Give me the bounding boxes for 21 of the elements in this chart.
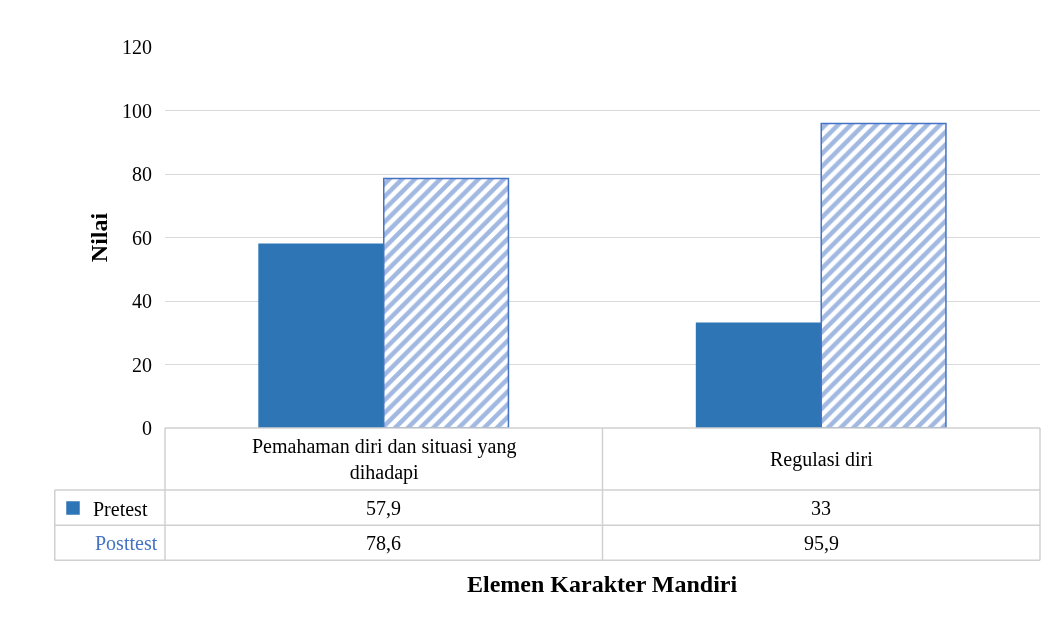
y-tick-label: 120: [122, 36, 152, 58]
text: Posttest: [95, 532, 158, 554]
y-tick-label: 20: [132, 353, 152, 376]
y-tick-label: 100: [122, 99, 152, 122]
y-tick-label: 0: [142, 417, 152, 439]
legend-label: Pretest: [93, 497, 148, 520]
bar: [820, 122, 947, 428]
data-label: 57,9: [366, 497, 401, 519]
y-tick-label: 80: [132, 163, 152, 185]
data-label: 95,9: [804, 532, 839, 554]
bar: [258, 243, 385, 428]
y-axis-title: Nilai: [86, 212, 113, 263]
bar: [383, 177, 510, 428]
x-tick-label: Pemahaman diri dan situasi yang dihadapi: [252, 435, 517, 484]
y-tick-label: 60: [132, 226, 152, 249]
y-tick-label: 40: [132, 290, 152, 312]
bar: [695, 322, 822, 428]
data-label: 78,6: [366, 532, 401, 554]
x-axis-title: Elemen Karakter Mandiri: [467, 571, 738, 597]
data-label: 33: [811, 497, 831, 519]
x-tick-label: Regulasi diri: [770, 448, 874, 471]
